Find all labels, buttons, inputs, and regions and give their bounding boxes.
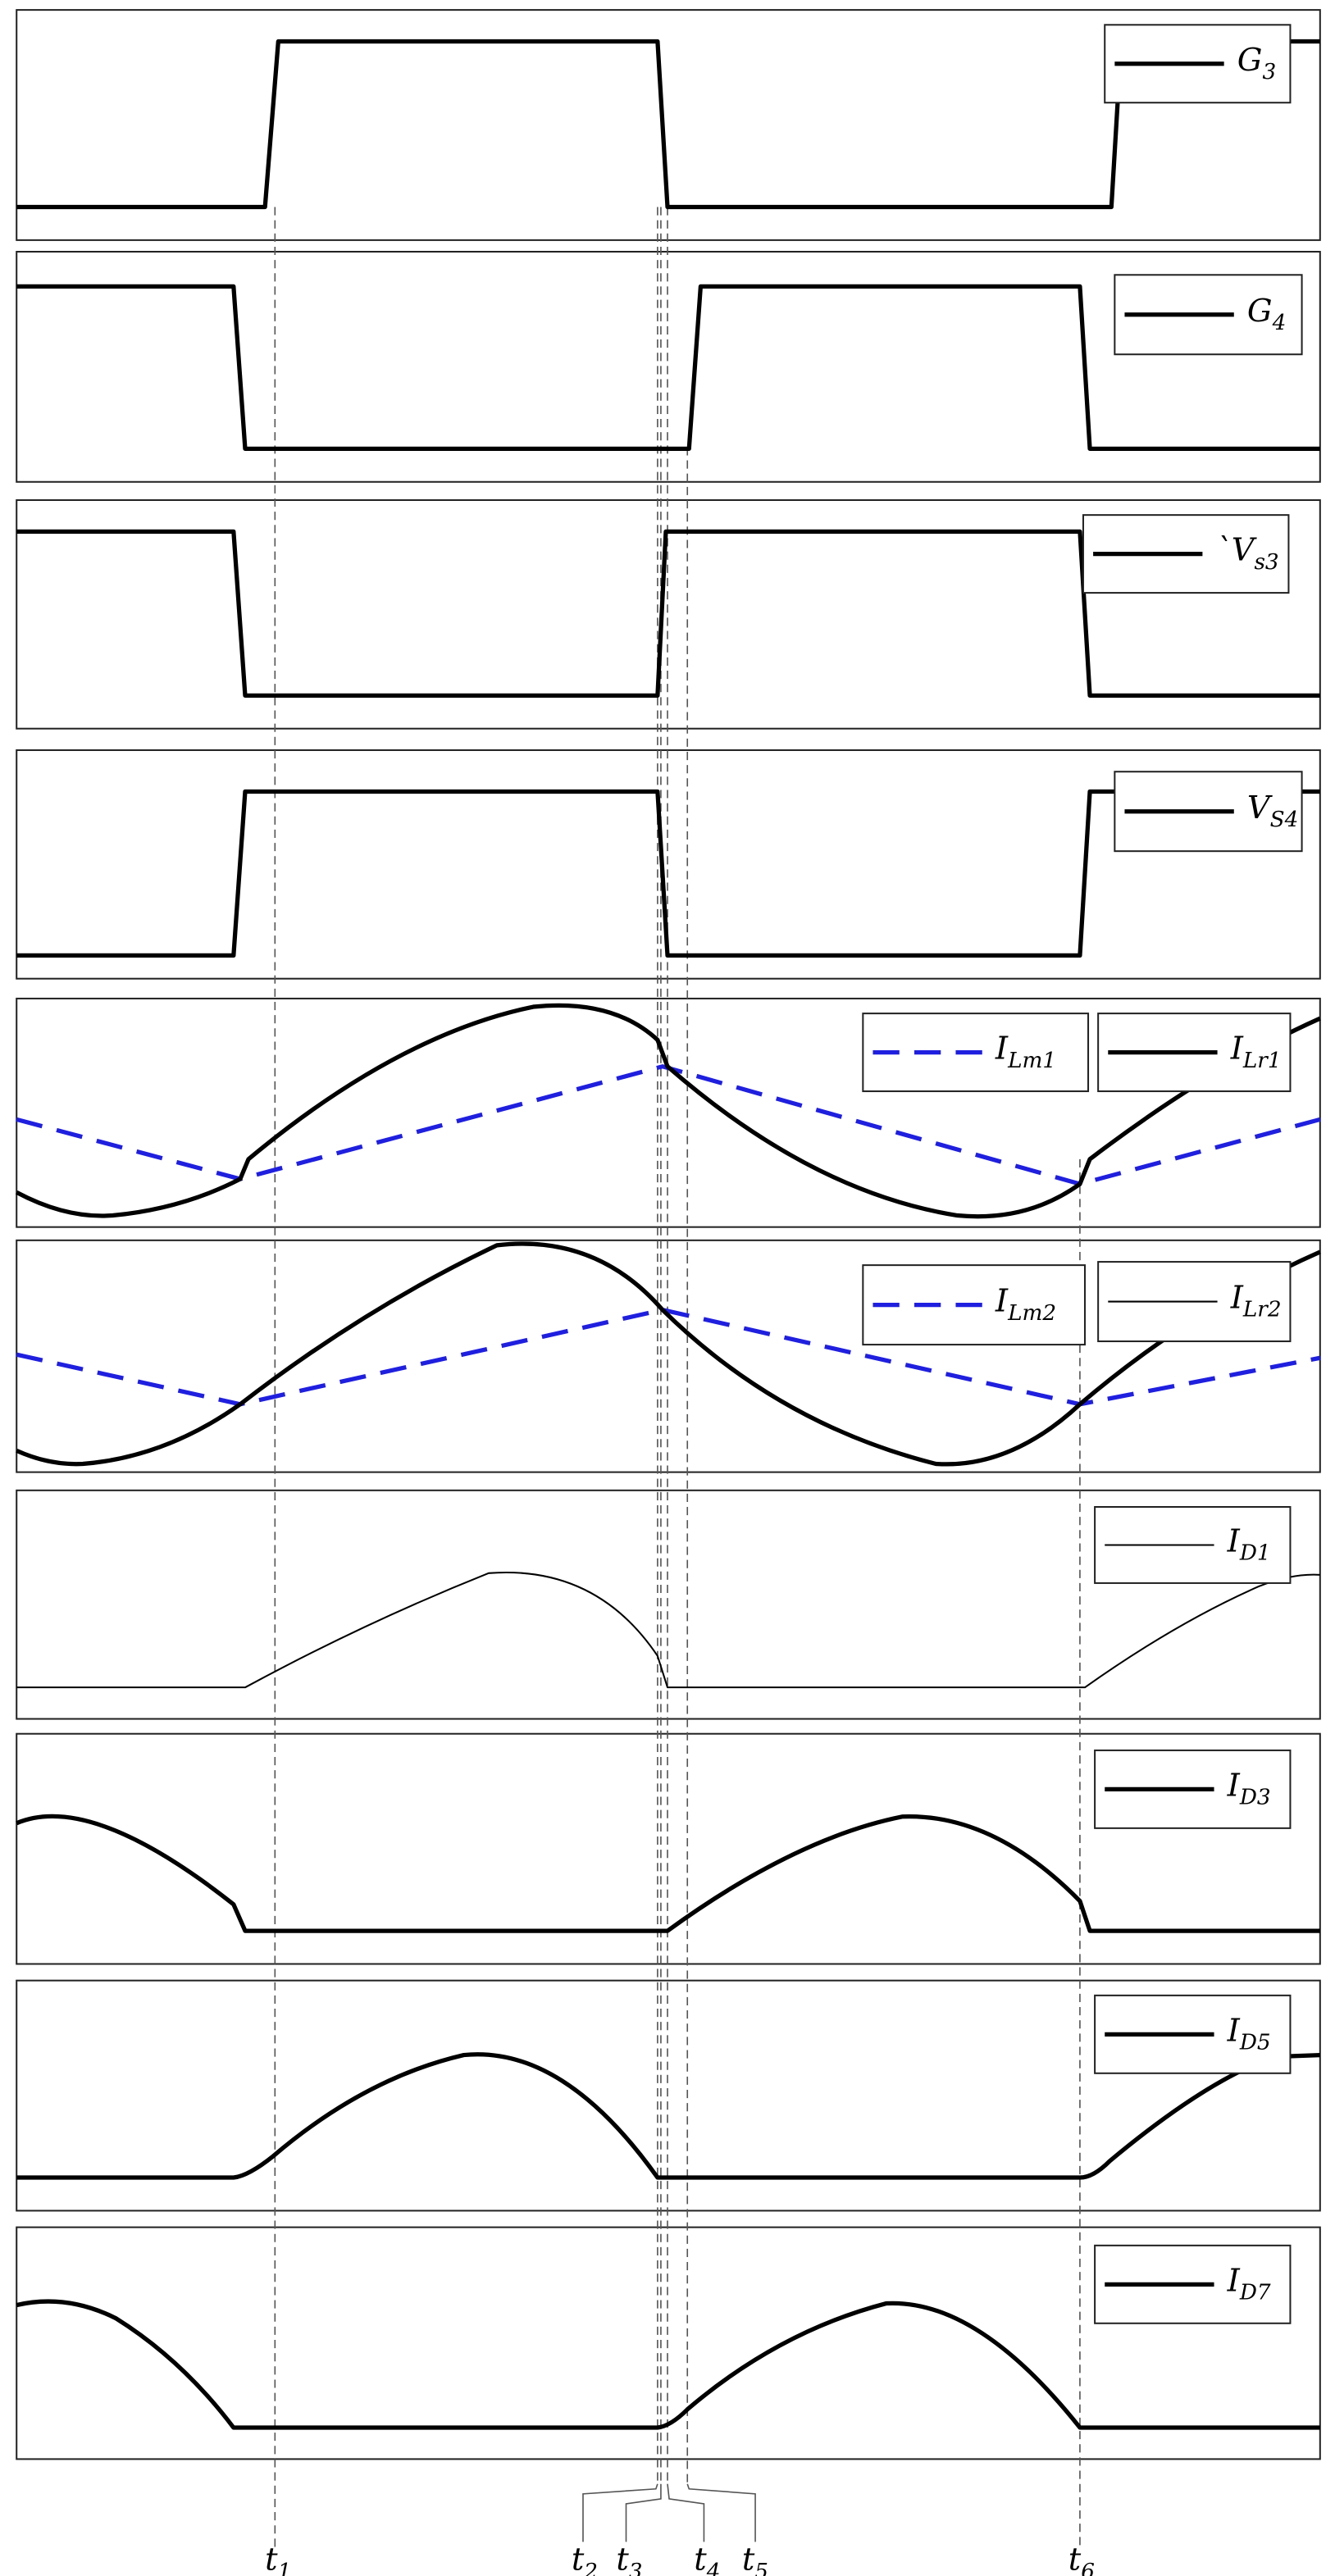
label-symbol: I <box>1227 2262 1241 2299</box>
legend-label: ILm1 <box>995 1031 1056 1073</box>
label-symbol: t <box>694 2542 707 2576</box>
label-symbol: I <box>1230 1031 1244 1067</box>
panel <box>16 749 1321 980</box>
label-symbol: G <box>1237 42 1263 79</box>
label-symbol: I <box>995 1031 1009 1067</box>
waveform-id7 <box>16 2299 1320 2430</box>
legend-label: `Vs3 <box>1216 532 1279 575</box>
label-symbol: I <box>995 1283 1009 1320</box>
label-subscript: D5 <box>1239 2031 1271 2055</box>
label-symbol: t <box>572 2542 585 2576</box>
label-subscript: D3 <box>1239 1786 1271 1810</box>
label-symbol: G <box>1247 293 1273 330</box>
label-subscript: s3 <box>1254 550 1278 575</box>
waveform-ilm2 <box>16 1308 1321 1407</box>
time-label: t4 <box>694 2542 720 2576</box>
waveform-ilr2 <box>16 1241 1321 1467</box>
waveform-ilm1 <box>16 1064 1321 1186</box>
label-subscript: 6 <box>1081 2560 1095 2576</box>
leader <box>625 2483 662 2542</box>
legend-label: ILm2 <box>995 1283 1056 1326</box>
label-symbol: I <box>1227 2012 1241 2049</box>
time-label: t1 <box>265 2542 291 2576</box>
label-symbol: I <box>1227 1767 1241 1804</box>
waveform-ilr1 <box>15 1003 1321 1219</box>
panel <box>16 2226 1321 2460</box>
panel-frames <box>16 9 1321 2460</box>
panel <box>16 1489 1321 1720</box>
legend-label: ID1 <box>1227 1523 1271 1566</box>
waveform-g4 <box>16 284 1320 451</box>
label-subscript: Lm1 <box>1007 1049 1056 1073</box>
waveform-id5 <box>16 2052 1320 2180</box>
label-subscript: D7 <box>1239 2280 1271 2305</box>
label-subscript: Lr2 <box>1242 1298 1282 1322</box>
label-symbol: `V <box>1216 532 1257 569</box>
legend-label: ILr1 <box>1230 1031 1282 1073</box>
legend-label: ILr2 <box>1230 1280 1282 1322</box>
label-subscript: 2 <box>583 2560 598 2576</box>
label-subscript: 1 <box>278 2560 292 2576</box>
waveform-id1 <box>16 1572 1320 1689</box>
waveform-vs4 <box>16 789 1320 958</box>
time-label: t3 <box>616 2542 642 2576</box>
label-subscript: Lm2 <box>1007 1301 1056 1326</box>
legend-label: G3 <box>1237 42 1276 84</box>
panel <box>16 1979 1321 2212</box>
label-subscript: 3 <box>629 2560 643 2576</box>
panel <box>16 9 1321 241</box>
panel <box>16 250 1321 483</box>
label-symbol: t <box>616 2542 629 2576</box>
label-symbol: I <box>1230 1280 1244 1317</box>
leader <box>667 2483 705 2542</box>
time-label: t2 <box>572 2542 598 2576</box>
label-symbol: I <box>1227 1523 1241 1560</box>
label-subscript: D1 <box>1239 1541 1271 1566</box>
waveform-vs3 <box>16 529 1320 698</box>
time-label: t6 <box>1068 2542 1095 2576</box>
label-subscript: 4 <box>1272 311 1287 335</box>
legend-label: G4 <box>1247 293 1286 335</box>
panel <box>16 1732 1321 1965</box>
panel <box>16 997 1321 1228</box>
label-subscript: 5 <box>754 2560 768 2576</box>
label-symbol: V <box>1247 790 1273 826</box>
waveform-id3 <box>16 1814 1320 1933</box>
time-label: t5 <box>742 2542 768 2576</box>
label-symbol: t <box>1068 2542 1082 2576</box>
leader <box>582 2483 658 2542</box>
label-symbol: t <box>265 2542 278 2576</box>
label-subscript: 3 <box>1262 60 1276 84</box>
leader <box>686 2483 756 2542</box>
legend-label: VS4 <box>1247 790 1298 832</box>
legend-label: ID3 <box>1227 1767 1271 1809</box>
panel <box>16 498 1321 730</box>
label-subscript: S4 <box>1270 808 1299 832</box>
label-subscript: Lr1 <box>1242 1049 1282 1073</box>
legend-label: ID5 <box>1227 2012 1271 2055</box>
time-labels: t1 t2 t3 t4 t5 t6 <box>265 2542 1095 2576</box>
legend-label: ID7 <box>1227 2262 1271 2305</box>
label-subscript: 4 <box>706 2560 721 2576</box>
label-symbol: t <box>742 2542 755 2576</box>
